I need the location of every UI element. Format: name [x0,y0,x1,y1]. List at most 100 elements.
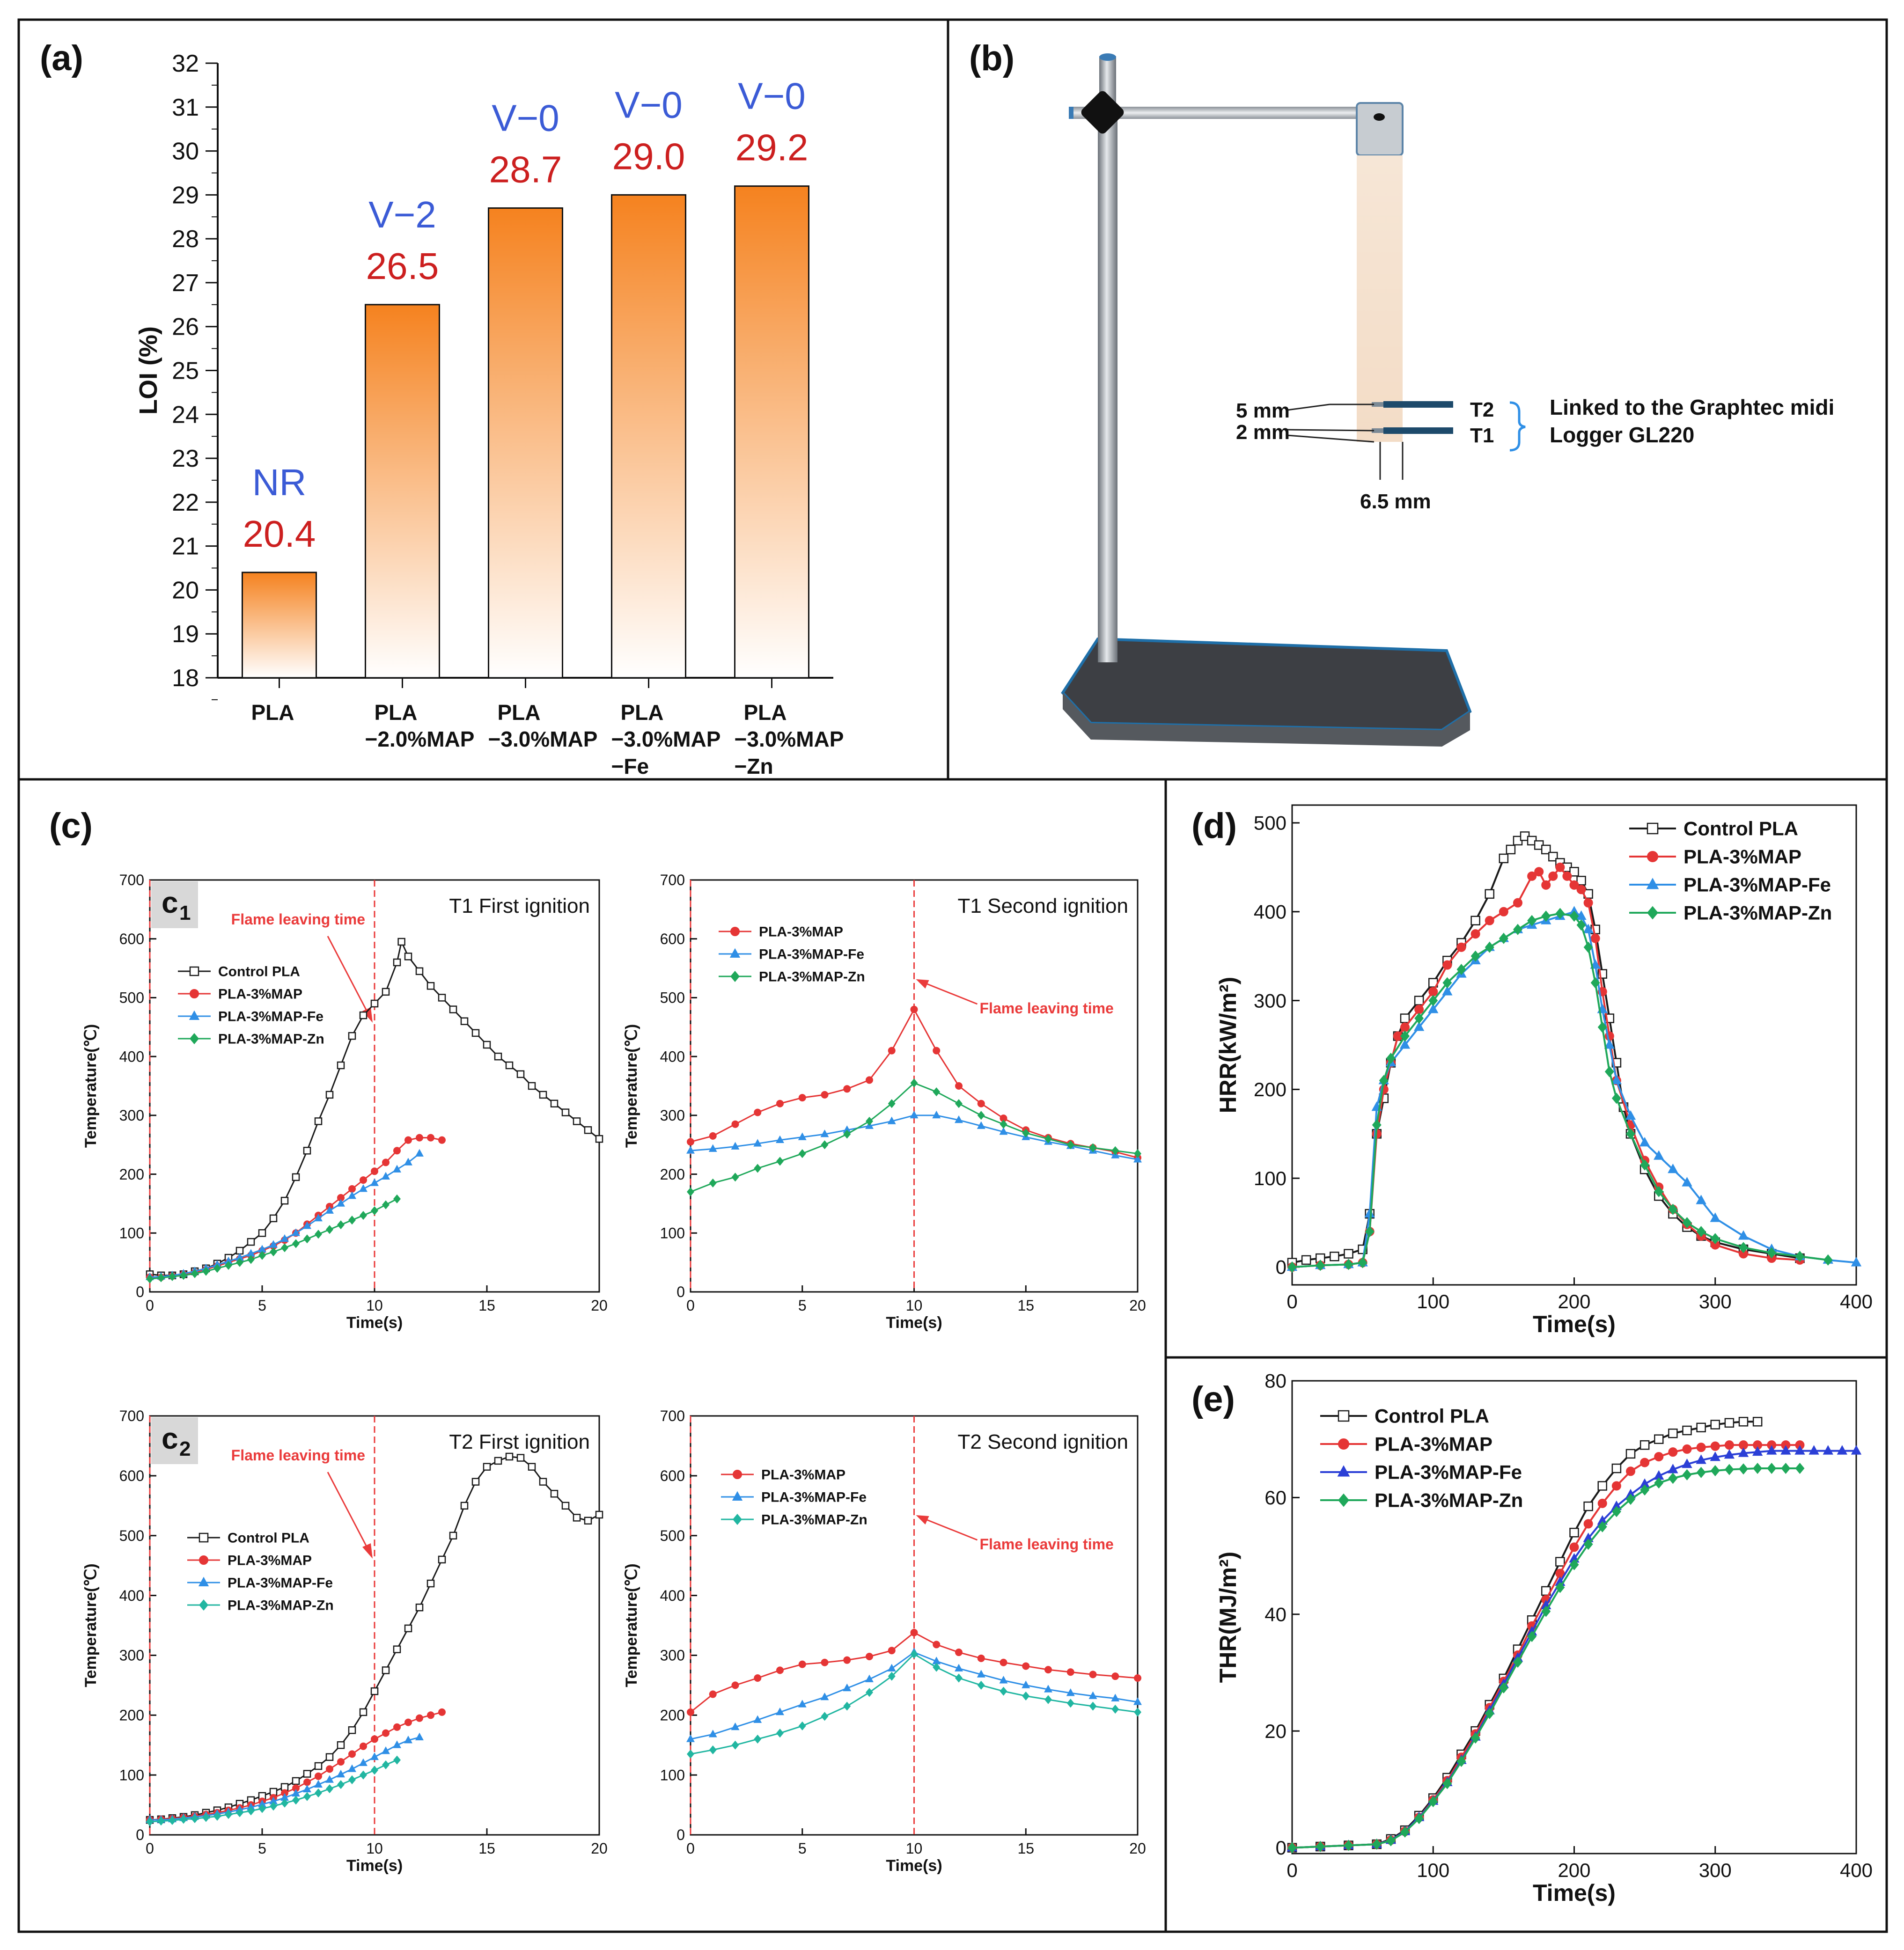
legend-swatch-marker [1647,822,1659,835]
data-point [1569,867,1579,877]
x-category-line1: PLA [744,700,787,725]
legend-swatch-marker [1647,906,1658,920]
data-point [1851,1445,1862,1455]
data-point [910,1628,918,1636]
legend-swatch-marker [198,1576,209,1586]
legend-label: PLA-3%MAP-Zn [218,1032,324,1047]
data-point [843,1085,851,1093]
flame-arrow-head [916,979,929,989]
data-point [360,1210,367,1220]
data-point [382,1746,390,1754]
data-point [235,1246,244,1255]
data-point [843,1129,851,1139]
data-point [314,1762,323,1770]
y-tick-label: 400 [660,1048,685,1065]
data-point [753,1715,762,1723]
data-point [438,994,446,1002]
data-point [709,1178,717,1188]
data-point [1414,1012,1424,1024]
data-point [348,1191,356,1199]
data-point [1134,1708,1141,1717]
flame-arrow-head [362,1007,373,1023]
data-point [348,1775,356,1784]
data-point [1414,996,1424,1005]
data-point [1400,1022,1410,1032]
data-point [1485,941,1494,953]
data-point [1823,1254,1833,1266]
series-line [1292,1421,1758,1849]
data-point [314,1213,323,1222]
data-point [1133,1155,1142,1163]
panel-e-thr-chart: (e) 0 100 200 300 400 0 20 40 60 80 Time(s) THR(MJ/m… [1191,1370,1873,1906]
ul94-rating-label: V−2 [368,194,436,235]
data-point [1626,1466,1635,1476]
data-point [1287,1261,1297,1273]
data-point [1089,1701,1097,1711]
x-axis-title: Time(s) [1533,1880,1616,1906]
data-point [1344,1259,1353,1270]
data-point [1456,1756,1466,1767]
data-point [1066,1688,1075,1696]
data-point [404,1736,412,1744]
legend-swatch-marker [732,1491,743,1501]
data-point [888,1047,896,1055]
data-point [146,1274,154,1283]
y-tick-label: 600 [660,931,685,947]
data-point [225,1261,232,1270]
panel-a-loi-bar-chart: (a) 18 19 20 21 22 23 24 25 26 27 28 29 30 31 32 LOI (%)… [40,38,844,778]
dim-6-5mm: 6.5 mm [1360,490,1431,513]
data-point [348,1750,356,1758]
legend-label: PLA-3%MAP-Fe [761,1490,867,1505]
data-point [798,1132,807,1140]
x-tick-label: 300 [1699,1859,1732,1881]
panel-c1-t1-first-ignition: 0 5 10 15 200100200300400500600700Time(s)Tem… [82,872,608,1332]
y-axis-title: THR(MJ/m²) [1215,1552,1241,1683]
data-point [910,1110,919,1119]
data-point [731,1722,740,1730]
legend-swatch-marker [1338,1493,1349,1507]
data-point [1456,942,1466,952]
legend-label: PLA-3%MAP-Fe [1375,1461,1522,1483]
data-point [427,1711,434,1719]
legend-swatch-marker [198,1532,209,1543]
y-tick-label: 700 [119,872,144,888]
data-point [798,1660,806,1668]
data-point [438,1136,446,1144]
data-point [1654,1186,1664,1197]
sub-panel-badge-box [151,1417,198,1464]
y-tick-label: 300 [119,1107,144,1124]
data-point [1287,1842,1297,1854]
data-point [1548,851,1558,862]
data-point [1111,1704,1119,1714]
x-tick-label: 10 [366,1840,383,1857]
ul94-rating-label: V−0 [615,84,683,125]
bar-value-label: 20.4 [243,513,316,555]
data-point [584,1126,592,1134]
data-point [573,1514,581,1522]
y-tick-label: 0 [1276,1256,1286,1278]
data-point [1022,1662,1030,1670]
y-tick-label: 700 [660,1408,685,1424]
data-point [1611,1481,1621,1491]
data-point [821,1091,829,1099]
data-point [1442,977,1452,989]
flame-arrow-head [916,1515,929,1525]
y-tick-label: 300 [119,1647,144,1664]
data-point [550,1100,559,1107]
data-point [415,967,424,975]
y-tick-label: 0 [676,1283,685,1300]
data-point [1089,1671,1097,1679]
data-point [1794,1445,1805,1455]
x-tick-label: 0 [686,1840,695,1857]
data-point [1066,1668,1074,1676]
data-point [1739,1463,1748,1475]
data-point [505,1452,514,1461]
legend-label: PLA-3%MAP-Zn [228,1598,334,1613]
legend-label: PLA-3%MAP-Zn [1375,1489,1523,1511]
data-point [303,1147,311,1155]
data-point [820,1129,829,1137]
data-point [483,1041,491,1049]
data-point [709,1132,717,1140]
data-point [1696,1454,1706,1464]
